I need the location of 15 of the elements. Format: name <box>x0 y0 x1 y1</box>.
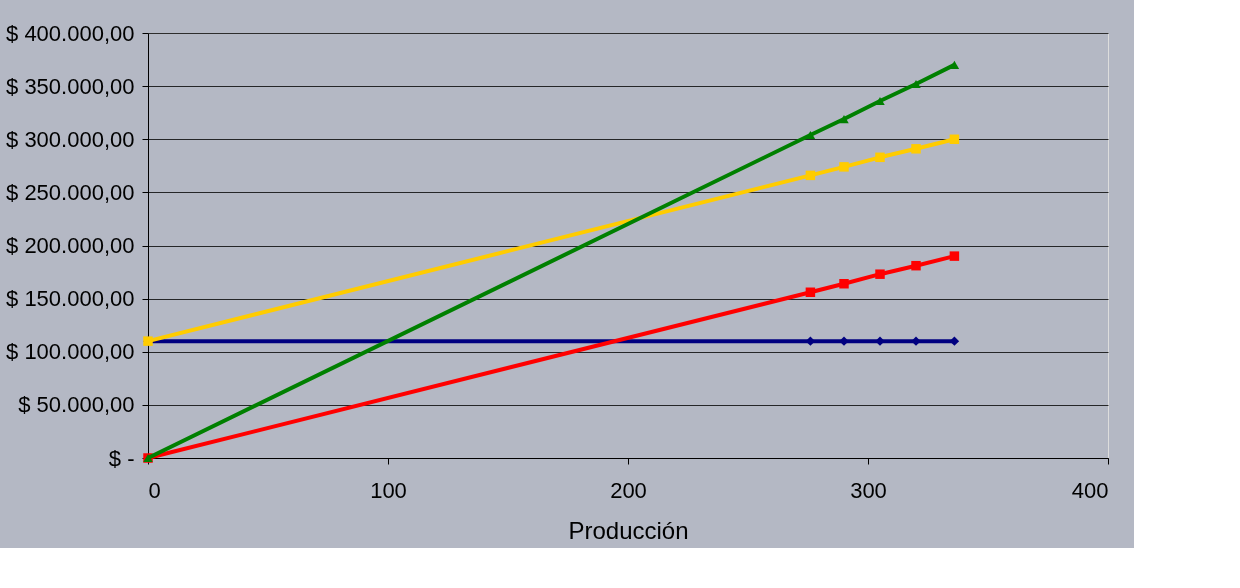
y-tick-label: $ 400.000,00 <box>6 20 135 46</box>
y-tick-label: $ 200.000,00 <box>6 233 135 258</box>
x-tick-label: 200 <box>610 477 647 503</box>
x-tick-label: 300 <box>850 477 887 503</box>
y-tick-label: $ 350.000,00 <box>6 73 135 99</box>
x-tick-label: 0 <box>148 477 161 503</box>
y-tick-label: $ 150.000,00 <box>6 286 135 312</box>
y-tick-label: $ 300.000,00 <box>6 126 135 152</box>
x-tick-label: 400 <box>1071 477 1109 503</box>
y-tick-label: $ 100.000,00 <box>6 339 135 365</box>
y-tick-label: $ 250.000,00 <box>6 179 135 205</box>
y-tick-label: $ - <box>108 445 135 471</box>
x-tick-label: 100 <box>370 477 407 503</box>
x-axis-title: Producción <box>568 516 689 544</box>
y-tick-label: $ 50.000,00 <box>18 392 135 418</box>
